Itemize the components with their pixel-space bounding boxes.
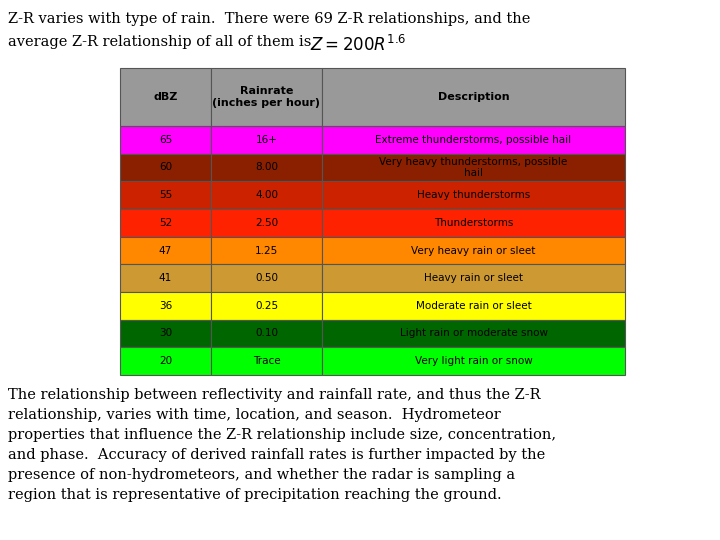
Text: 20: 20 <box>159 356 172 366</box>
Text: Light rain or moderate snow: Light rain or moderate snow <box>400 328 547 339</box>
Text: 41: 41 <box>159 273 172 283</box>
Text: 16+: 16+ <box>256 135 277 145</box>
Bar <box>322 347 625 375</box>
Text: 30: 30 <box>159 328 172 339</box>
Bar <box>120 237 211 265</box>
Bar <box>120 347 211 375</box>
Text: Z-R varies with type of rain.  There were 69 Z-R relationships, and the: Z-R varies with type of rain. There were… <box>8 12 531 26</box>
Bar <box>322 320 625 347</box>
Text: Thunderstorms: Thunderstorms <box>434 218 513 228</box>
Bar <box>322 265 625 292</box>
Bar <box>211 68 322 126</box>
Text: Very heavy rain or sleet: Very heavy rain or sleet <box>411 246 536 255</box>
Text: 65: 65 <box>159 135 172 145</box>
Bar <box>120 320 211 347</box>
Text: 0.50: 0.50 <box>255 273 278 283</box>
Text: 55: 55 <box>159 190 172 200</box>
Bar <box>120 292 211 320</box>
Text: 8.00: 8.00 <box>255 163 278 172</box>
Text: Very light rain or snow: Very light rain or snow <box>415 356 532 366</box>
Bar <box>322 126 625 154</box>
Bar <box>322 68 625 126</box>
Bar <box>322 181 625 209</box>
Text: Trace: Trace <box>253 356 280 366</box>
Text: 4.00: 4.00 <box>255 190 278 200</box>
Text: The relationship between reflectivity and rainfall rate, and thus the Z-R
relati: The relationship between reflectivity an… <box>8 388 556 502</box>
Text: 36: 36 <box>159 301 172 311</box>
Text: Moderate rain or sleet: Moderate rain or sleet <box>415 301 531 311</box>
Bar <box>211 154 322 181</box>
Text: Extreme thunderstorms, possible hail: Extreme thunderstorms, possible hail <box>375 135 572 145</box>
Text: 2.50: 2.50 <box>255 218 278 228</box>
Bar <box>120 68 211 126</box>
Text: $Z = 200R^{1.6}$: $Z = 200R^{1.6}$ <box>310 35 406 55</box>
Bar <box>322 154 625 181</box>
Text: Rainrate
(inches per hour): Rainrate (inches per hour) <box>212 86 320 108</box>
Text: 47: 47 <box>159 246 172 255</box>
Text: Heavy thunderstorms: Heavy thunderstorms <box>417 190 530 200</box>
Bar <box>211 265 322 292</box>
Text: 52: 52 <box>159 218 172 228</box>
Bar <box>120 209 211 237</box>
Bar <box>120 126 211 154</box>
Text: 60: 60 <box>159 163 172 172</box>
Bar <box>211 320 322 347</box>
Bar <box>211 209 322 237</box>
Bar <box>211 181 322 209</box>
Text: Description: Description <box>438 92 509 102</box>
Text: 1.25: 1.25 <box>255 246 278 255</box>
Bar <box>322 292 625 320</box>
Text: 0.25: 0.25 <box>255 301 278 311</box>
Bar <box>211 237 322 265</box>
Bar <box>120 265 211 292</box>
Bar <box>120 181 211 209</box>
Bar <box>322 209 625 237</box>
Bar <box>211 292 322 320</box>
Bar <box>322 237 625 265</box>
Text: 0.10: 0.10 <box>255 328 278 339</box>
Text: dBZ: dBZ <box>153 92 178 102</box>
Bar <box>211 347 322 375</box>
Text: Very heavy thunderstorms, possible
hail: Very heavy thunderstorms, possible hail <box>379 157 567 178</box>
Bar <box>120 154 211 181</box>
Bar <box>211 126 322 154</box>
Text: Heavy rain or sleet: Heavy rain or sleet <box>424 273 523 283</box>
Text: average Z-R relationship of all of them is: average Z-R relationship of all of them … <box>8 35 311 49</box>
